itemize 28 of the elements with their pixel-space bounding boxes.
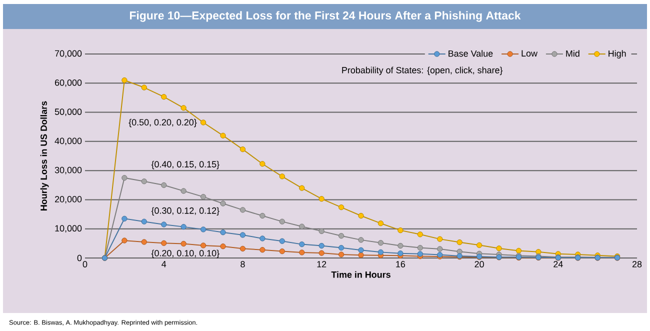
y-tick-label: 50,000 [54,108,82,116]
annotation: {0.20, 0.10, 0.10} [151,250,220,258]
y-tick-label: 60,000 [55,79,82,87]
y-tick-label: 10,000 [55,225,82,233]
y-tick-label: 70,000 [55,50,82,58]
x-tick-label: 16 [396,261,406,268]
x-axis-title: Time in Hours [331,271,390,278]
y-tick-label: 0 [77,254,82,262]
x-tick-label: 28 [632,261,642,268]
x-tick-label: 0 [82,261,88,268]
legend-title: Probability of States: {open, click, share} [342,66,503,76]
y-tick-label: 20,000 [55,196,82,204]
y-tick-label: 40,000 [54,138,82,146]
annotation: {0.50, 0.20, 0.20} [128,118,197,128]
x-tick-label: 12 [317,261,326,268]
x-tick-label: 20 [474,261,484,268]
x-tick-label: 24 [554,261,563,268]
chart-title: Figure 10—Expected Loss for the First 24 Hours After a Phishing Attack [130,11,521,22]
legend-label: Base Value [448,50,493,57]
y-axis-title: Hourly Loss in US Dollars [40,101,49,210]
legend-label: High [608,50,626,58]
x-tick-label: 4 [162,261,166,268]
legend-label: Low [522,50,538,57]
x-tick-label: 8 [240,261,245,268]
annotation: {0.30, 0.12, 0.12} [151,207,220,216]
y-tick-label: 30,000 [54,166,82,174]
annotation: {0.40, 0.15, 0.15} [151,160,220,170]
legend-label: Mid [566,50,580,57]
